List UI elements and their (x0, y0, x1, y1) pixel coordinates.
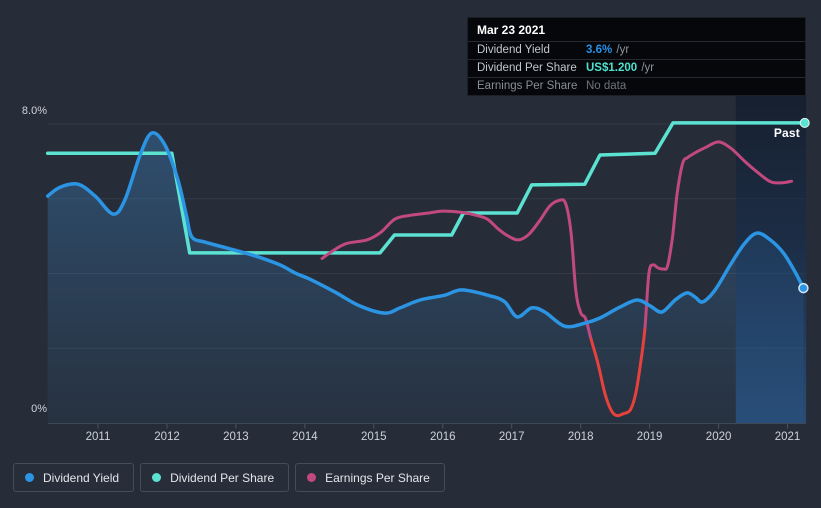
x-axis-year-label: 2013 (223, 431, 249, 443)
legend-item-label: Earnings Per Share (325, 470, 430, 485)
x-axis-year-label: 2018 (567, 431, 594, 443)
tooltip-value: US$1.200 /yr (586, 62, 655, 74)
x-axis-year-label: 2014 (292, 431, 318, 443)
x-axis-year-label: 2020 (705, 431, 732, 443)
chart-tooltip: Mar 23 2021 Dividend Yield 3.6% /yr Divi… (467, 17, 806, 96)
tooltip-value-suffix: /yr (638, 62, 655, 74)
x-axis-year-label: 2021 (774, 431, 801, 443)
tooltip-label: Dividend Yield (477, 44, 550, 56)
tooltip-row-dividend-per-share: Dividend Per Share US$1.200 /yr (468, 60, 805, 78)
legend-item-label: Dividend Yield (43, 470, 120, 485)
dividend-yield-end-marker (798, 282, 809, 294)
tooltip-row-dividend-yield: Dividend Yield 3.6% /yr (468, 42, 805, 60)
tooltip-label: Dividend Per Share (477, 62, 577, 74)
tooltip-label: Earnings Per Share (477, 80, 578, 92)
tooltip-value: 3.6% /yr (586, 44, 630, 56)
legend-color-dot-icon (25, 473, 34, 482)
dividend-per-share-end-marker (799, 117, 810, 128)
x-axis-year-label: 2016 (430, 431, 456, 443)
legend: Dividend Yield Dividend Per Share Earnin… (13, 463, 445, 492)
tooltip-row-earnings-per-share: Earnings Per Share No data (468, 78, 805, 95)
past-period-band (735, 96, 807, 423)
x-axis-year-label: 2011 (85, 431, 111, 443)
tooltip-date: Mar 23 2021 (468, 18, 805, 42)
legend-item-label: Dividend Per Share (170, 470, 275, 485)
x-axis-year-label: 2017 (498, 431, 525, 443)
tooltip-value: No data (586, 80, 627, 92)
y-axis-label-top: 8.0% (21, 105, 47, 117)
legend-color-dot-icon (152, 473, 162, 482)
y-axis-label-bottom: 0% (31, 403, 47, 415)
tooltip-value-suffix: /yr (613, 44, 630, 56)
legend-item-dividend-per-share[interactable]: Dividend Per Share (140, 463, 290, 492)
legend-color-dot-icon (307, 473, 317, 482)
earnings-per-share-negative-segment (589, 328, 647, 418)
earnings-per-share-line (643, 140, 794, 332)
legend-item-earnings-per-share[interactable]: Earnings Per Share (295, 463, 445, 492)
dividend-per-share-line (45, 121, 807, 255)
x-axis-year-label: 2012 (154, 431, 180, 443)
dividend-yield-area (47, 132, 804, 423)
past-period-label: Past (773, 126, 800, 140)
x-axis-year-label: 2019 (636, 431, 663, 443)
dividend-yield-line (45, 130, 806, 329)
legend-item-dividend-yield[interactable]: Dividend Yield (13, 463, 135, 492)
earnings-per-share-line (320, 198, 593, 341)
x-axis-year-label: 2015 (361, 431, 387, 443)
